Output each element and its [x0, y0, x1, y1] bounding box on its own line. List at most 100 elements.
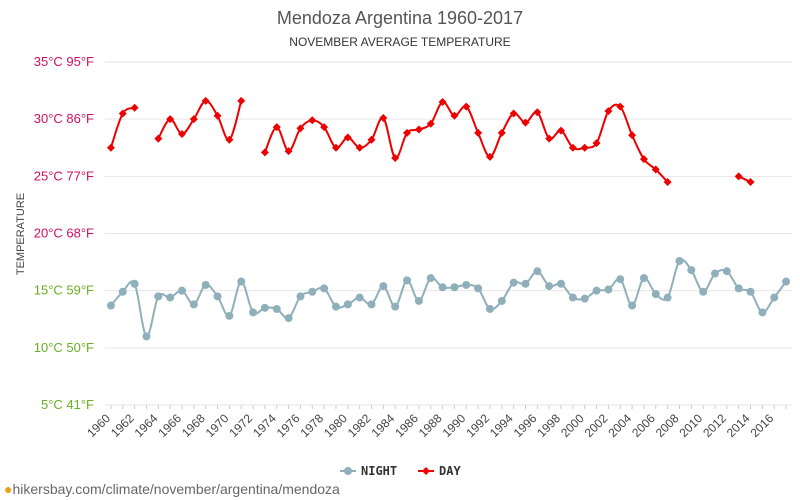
- night-point: [616, 275, 625, 284]
- x-tick-label: 1974: [250, 411, 279, 440]
- night-series-line: [110, 258, 787, 338]
- x-tick-label: 2000: [558, 411, 587, 440]
- legend[interactable]: NIGHT DAY: [340, 464, 461, 478]
- day-point: [331, 143, 340, 152]
- x-tick-labels: 1960196219641966196819701972197419761978…: [84, 405, 787, 440]
- day-point: [426, 119, 435, 128]
- x-tick-label: 1980: [321, 411, 350, 440]
- night-point: [249, 308, 258, 317]
- day-point: [651, 165, 660, 174]
- night-point: [651, 290, 660, 299]
- day-point: [545, 134, 554, 143]
- day-point: [414, 125, 423, 134]
- x-tick-label: 2006: [629, 411, 658, 440]
- day-point: [568, 143, 577, 152]
- day-point: [639, 155, 648, 164]
- day-point: [533, 108, 542, 117]
- night-point: [260, 303, 269, 312]
- series-layer: [106, 96, 791, 341]
- x-tick-label: 1962: [108, 411, 137, 440]
- day-point: [130, 103, 139, 112]
- x-tick-label: 1986: [392, 411, 421, 440]
- night-point: [462, 280, 471, 289]
- day-point: [260, 148, 269, 157]
- night-point: [414, 296, 423, 305]
- x-tick-label: 2014: [724, 411, 753, 440]
- day-point: [450, 111, 459, 120]
- night-point: [521, 279, 530, 288]
- x-tick-label: 1976: [274, 411, 303, 440]
- day-point: [497, 128, 506, 137]
- map-pin-icon: ●: [4, 481, 13, 497]
- night-point: [225, 311, 234, 320]
- night-point: [142, 332, 151, 341]
- legend-day-label: DAY: [439, 464, 461, 478]
- day-point: [628, 131, 637, 140]
- night-point: [533, 267, 542, 276]
- legend-night-label: NIGHT: [361, 464, 397, 478]
- night-point: [639, 274, 648, 283]
- chart-title: Mendoza Argentina 1960-2017: [277, 8, 523, 28]
- day-point: [320, 123, 329, 132]
- x-tick-label: 2016: [748, 411, 777, 440]
- night-point: [663, 293, 672, 302]
- x-tick-label: 2010: [677, 411, 706, 440]
- footer[interactable]: ●hikersbay.com/climate/november/argentin…: [4, 481, 340, 497]
- night-point: [118, 287, 127, 296]
- night-point: [106, 301, 115, 310]
- day-point: [746, 178, 755, 187]
- day-point: [154, 134, 163, 143]
- x-tick-label: 1984: [369, 411, 398, 440]
- night-point: [687, 266, 696, 275]
- night-point: [355, 293, 364, 302]
- night-point: [284, 314, 293, 323]
- y-tick-label: 30°C 86°F: [34, 111, 94, 126]
- night-point: [379, 282, 388, 291]
- x-tick-label: 1994: [487, 411, 516, 440]
- x-tick-label: 1990: [440, 411, 469, 440]
- night-point: [770, 293, 779, 302]
- x-tick-label: 2004: [605, 411, 634, 440]
- night-point: [628, 301, 637, 310]
- footer-url[interactable]: hikersbay.com/climate/november/argentina…: [12, 481, 340, 497]
- day-point: [213, 111, 222, 120]
- day-point: [403, 128, 412, 137]
- night-point: [604, 285, 613, 294]
- day-point: [106, 143, 115, 152]
- night-point: [403, 276, 412, 285]
- x-tick-label: 1960: [84, 411, 113, 440]
- day-point: [225, 135, 234, 144]
- night-point: [509, 278, 518, 287]
- night-point: [367, 300, 376, 309]
- y-tick-label: 10°C 50°F: [34, 340, 94, 355]
- night-point: [391, 302, 400, 311]
- day-point: [177, 130, 186, 139]
- night-point: [711, 269, 720, 278]
- day-point: [474, 128, 483, 137]
- day-point: [580, 143, 589, 152]
- y-tick-label: 5°C 41°F: [41, 397, 94, 412]
- night-point: [213, 292, 222, 301]
- y-tick-label: 20°C 68°F: [34, 226, 94, 241]
- day-point: [118, 109, 127, 118]
- x-tick-label: 1972: [226, 411, 255, 440]
- night-point: [557, 279, 566, 288]
- x-tick-label: 1966: [155, 411, 184, 440]
- day-point: [355, 143, 364, 152]
- night-point: [722, 267, 731, 276]
- night-point: [154, 292, 163, 301]
- day-point: [343, 133, 352, 142]
- night-point: [201, 280, 210, 289]
- day-point: [237, 96, 246, 105]
- x-tick-label: 1992: [463, 411, 492, 440]
- night-point: [497, 296, 506, 305]
- night-point: [438, 283, 447, 292]
- night-point: [272, 304, 281, 313]
- night-point: [485, 304, 494, 313]
- x-tick-label: 1988: [416, 411, 445, 440]
- x-tick-label: 1982: [345, 411, 374, 440]
- night-point: [320, 284, 329, 293]
- x-tick-label: 1968: [179, 411, 208, 440]
- day-point: [438, 98, 447, 107]
